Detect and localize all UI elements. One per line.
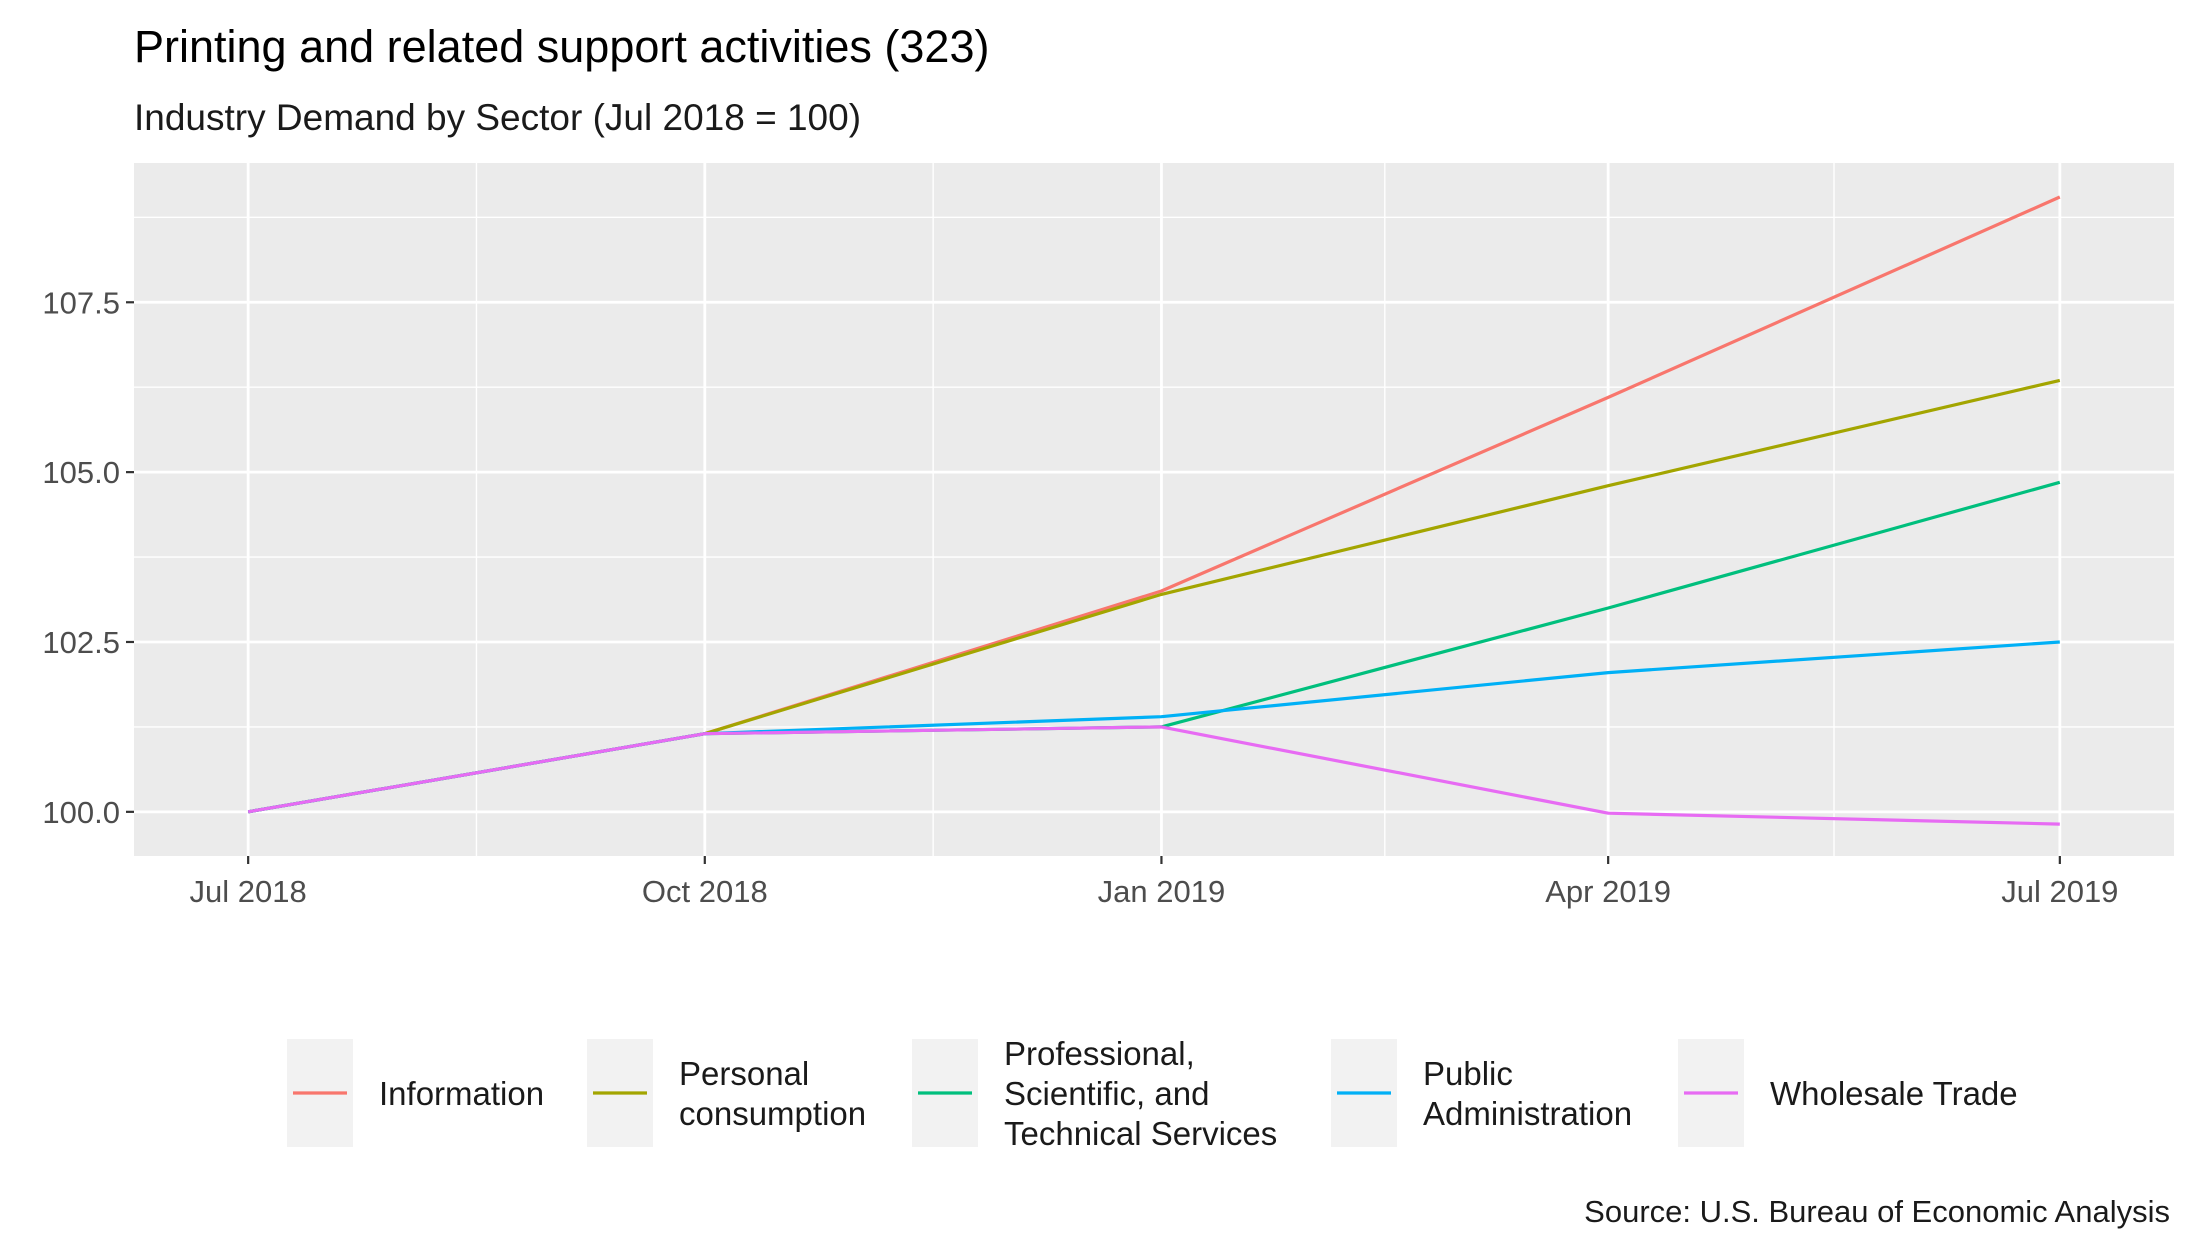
- chart-caption: Source: U.S. Bureau of Economic Analysis: [1584, 1194, 2170, 1229]
- x-tick-label: Jul 2018: [190, 874, 307, 909]
- legend-label: Professional, Scientific, and Technical Se…: [1004, 1035, 1277, 1152]
- y-tick-label: 105.0: [42, 455, 120, 490]
- legend-label: Wholesale Trade: [1770, 1075, 2018, 1112]
- series-lines: [247, 195, 2061, 826]
- legend: Information Personal consumption Profession…: [287, 1035, 2018, 1152]
- x-tick-label: Apr 2019: [1545, 874, 1671, 909]
- legend-label: Personal consumption: [679, 1055, 866, 1132]
- plot-panel: [134, 163, 2174, 856]
- chart-title: Printing and related support activities …: [134, 21, 989, 72]
- grid-lines: [134, 163, 2174, 856]
- x-tick-label: Jan 2019: [1098, 874, 1226, 909]
- chart-subtitle: Industry Demand by Sector (Jul 2018 = 10…: [134, 97, 861, 138]
- y-tick-label: 102.5: [42, 625, 120, 660]
- x-tick-label: Jul 2019: [2001, 874, 2118, 909]
- legend-label: Information: [379, 1075, 544, 1112]
- series-line: [247, 725, 2060, 826]
- legend-label: Public Administration: [1423, 1055, 1632, 1132]
- x-tick-label: Oct 2018: [642, 874, 768, 909]
- y-tick-label: 107.5: [42, 285, 120, 320]
- axes: 100.0 102.5 105.0 107.5 Jul 2018 Oct 2018 Jan …: [42, 285, 2118, 909]
- y-tick-label: 100.0: [42, 795, 120, 830]
